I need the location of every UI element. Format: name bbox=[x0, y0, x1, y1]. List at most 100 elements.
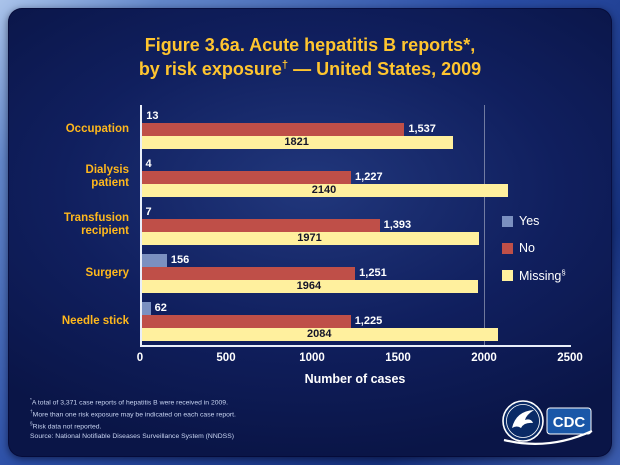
bar-row: 1,227 bbox=[140, 170, 570, 184]
bar-group: 4 1,227 2140 bbox=[140, 157, 570, 197]
bar-row: 1,537 bbox=[140, 122, 570, 136]
plot-rows: Occupation 13 1,537 1821 Dialysis patient 4 1,… bbox=[8, 105, 612, 345]
x-tick-label: 0 bbox=[136, 352, 144, 364]
legend-label: Yes bbox=[519, 214, 540, 228]
category-label: Surgery bbox=[85, 266, 129, 279]
bar-group: 7 1,393 1971 bbox=[140, 205, 570, 245]
legend-item: No bbox=[502, 241, 566, 255]
bar-value-label: 7 bbox=[145, 205, 152, 218]
bar-row: 156 bbox=[140, 253, 570, 267]
cdc-logo-graphic: CDC bbox=[502, 400, 593, 445]
cdc-box: CDC bbox=[546, 407, 592, 435]
footnote-risk-exposure: †More than one risk exposure may be indi… bbox=[30, 409, 236, 421]
x-axis-line bbox=[140, 345, 571, 347]
category-label: Needle stick bbox=[61, 314, 129, 327]
y-axis-line bbox=[140, 105, 142, 346]
bar-missing: 1971 bbox=[140, 231, 479, 245]
footnote-section-sup: § bbox=[30, 421, 33, 427]
bar-missing: 1964 bbox=[140, 279, 478, 293]
x-axis-title: Number of cases bbox=[304, 372, 406, 386]
bar-value-label: 1971 bbox=[297, 231, 322, 244]
category-label: Occupation bbox=[65, 122, 129, 135]
bar-no bbox=[140, 122, 405, 136]
bar-value-label: 4 bbox=[145, 157, 152, 170]
bar-row: 1,225 bbox=[140, 314, 570, 328]
bar-missing: 1821 bbox=[140, 135, 454, 149]
title-line-2: by risk exposure† — United States, 2009 bbox=[8, 58, 612, 82]
bar-no bbox=[140, 314, 351, 328]
footnote-total: *A total of 3,371 case reports of hepati… bbox=[30, 397, 236, 409]
bar-no bbox=[140, 218, 380, 232]
footnote-risk-exposure-text: More than one risk exposure may be indic… bbox=[32, 411, 236, 419]
chart-row: Occupation 13 1,537 1821 bbox=[8, 105, 612, 153]
bar-value-label: 1,393 bbox=[383, 218, 412, 231]
bar-missing: 2140 bbox=[140, 183, 509, 197]
footnotes: *A total of 3,371 case reports of hepati… bbox=[30, 397, 236, 443]
x-tick-label: 1500 bbox=[385, 352, 411, 364]
x-tick-label: 500 bbox=[216, 352, 236, 364]
cdc-text: CDC bbox=[553, 414, 586, 431]
bar-row: 1,251 bbox=[140, 266, 570, 280]
slide-panel: Figure 3.6a. Acute hepatitis B reports*,… bbox=[8, 8, 612, 457]
bar-group: 13 1,537 1821 bbox=[140, 109, 570, 149]
hhs-seal-icon bbox=[502, 400, 544, 442]
chart-row: Dialysis patient 4 1,227 2140 bbox=[8, 153, 612, 201]
footnote-source: Source: National Notifiable Diseases Sur… bbox=[30, 432, 236, 443]
legend-sup: § bbox=[561, 268, 566, 277]
bar-value-label: 2140 bbox=[311, 183, 337, 196]
category-label: Transfusion recipient bbox=[63, 212, 129, 237]
bar-yes bbox=[140, 253, 167, 267]
bar-row: 13 bbox=[140, 109, 570, 123]
legend-item: Missing§ bbox=[502, 268, 566, 283]
bar-no bbox=[140, 266, 356, 280]
bar-value-label: 156 bbox=[170, 253, 190, 266]
title-line-2-text: by risk exposure bbox=[138, 58, 282, 79]
bar-value-label: 1,225 bbox=[354, 314, 383, 327]
bar-row: 1971 bbox=[140, 231, 570, 245]
legend-swatch bbox=[502, 270, 513, 282]
chart-row: Needle stick 62 1,225 2084 bbox=[8, 297, 612, 345]
footnote-missing: §Risk data not reported. bbox=[30, 421, 236, 433]
bar-value-label: 13 bbox=[146, 109, 159, 122]
bar-value-label: 1,251 bbox=[359, 266, 387, 279]
gridline-2000 bbox=[484, 105, 485, 345]
footnote-total-text: A total of 3,371 case reports of hepatit… bbox=[31, 399, 228, 407]
cdc-logo: CDC bbox=[500, 398, 596, 453]
bar-yes bbox=[140, 301, 151, 315]
bar-row: 1964 bbox=[140, 279, 570, 293]
footnote-asterisk-sup: * bbox=[30, 398, 32, 404]
chart-row: Surgery 156 1,251 1964 bbox=[8, 249, 612, 297]
legend-swatch bbox=[502, 242, 513, 254]
bar-row: 1821 bbox=[140, 135, 570, 149]
bar-row: 4 bbox=[140, 157, 570, 171]
category-label: Dialysis patient bbox=[85, 164, 129, 189]
bar-row: 2140 bbox=[140, 183, 570, 197]
bar-missing: 2084 bbox=[140, 327, 499, 341]
bar-value-label: 2084 bbox=[306, 327, 332, 340]
x-tick-label: 1000 bbox=[299, 352, 325, 364]
legend-swatch bbox=[502, 215, 513, 227]
bar-group: 62 1,225 2084 bbox=[140, 301, 570, 341]
title-line-2-tail: — United States, 2009 bbox=[288, 58, 482, 79]
footnote-missing-text: Risk data not reported. bbox=[32, 422, 102, 430]
bar-value-label: 1,537 bbox=[408, 122, 436, 135]
bar-value-label: 62 bbox=[154, 301, 167, 314]
bar-value-label: 1964 bbox=[296, 279, 322, 292]
bar-value-label: 1821 bbox=[284, 135, 309, 148]
chart-title: Figure 3.6a. Acute hepatitis B reports*,… bbox=[8, 34, 612, 82]
x-tick-label: 2500 bbox=[557, 352, 583, 364]
legend-label: No bbox=[519, 241, 535, 255]
chart-row: Transfusion recipient 7 1,393 1971 bbox=[8, 201, 612, 249]
legend-item: Yes bbox=[502, 214, 566, 228]
bar-row: 62 bbox=[140, 301, 570, 315]
legend-label: Missing§ bbox=[519, 268, 566, 284]
title-line-1: Figure 3.6a. Acute hepatitis B reports*, bbox=[144, 35, 476, 55]
footnote-source-text: Source: National Notifiable Diseases Sur… bbox=[30, 433, 234, 441]
bar-no bbox=[140, 170, 352, 184]
footnote-dagger-sup: † bbox=[30, 409, 33, 415]
x-tick-label: 2000 bbox=[471, 352, 497, 364]
bar-group: 156 1,251 1964 bbox=[140, 253, 570, 293]
legend: Yes No Missing§ bbox=[502, 214, 566, 283]
bar-row: 2084 bbox=[140, 327, 570, 341]
